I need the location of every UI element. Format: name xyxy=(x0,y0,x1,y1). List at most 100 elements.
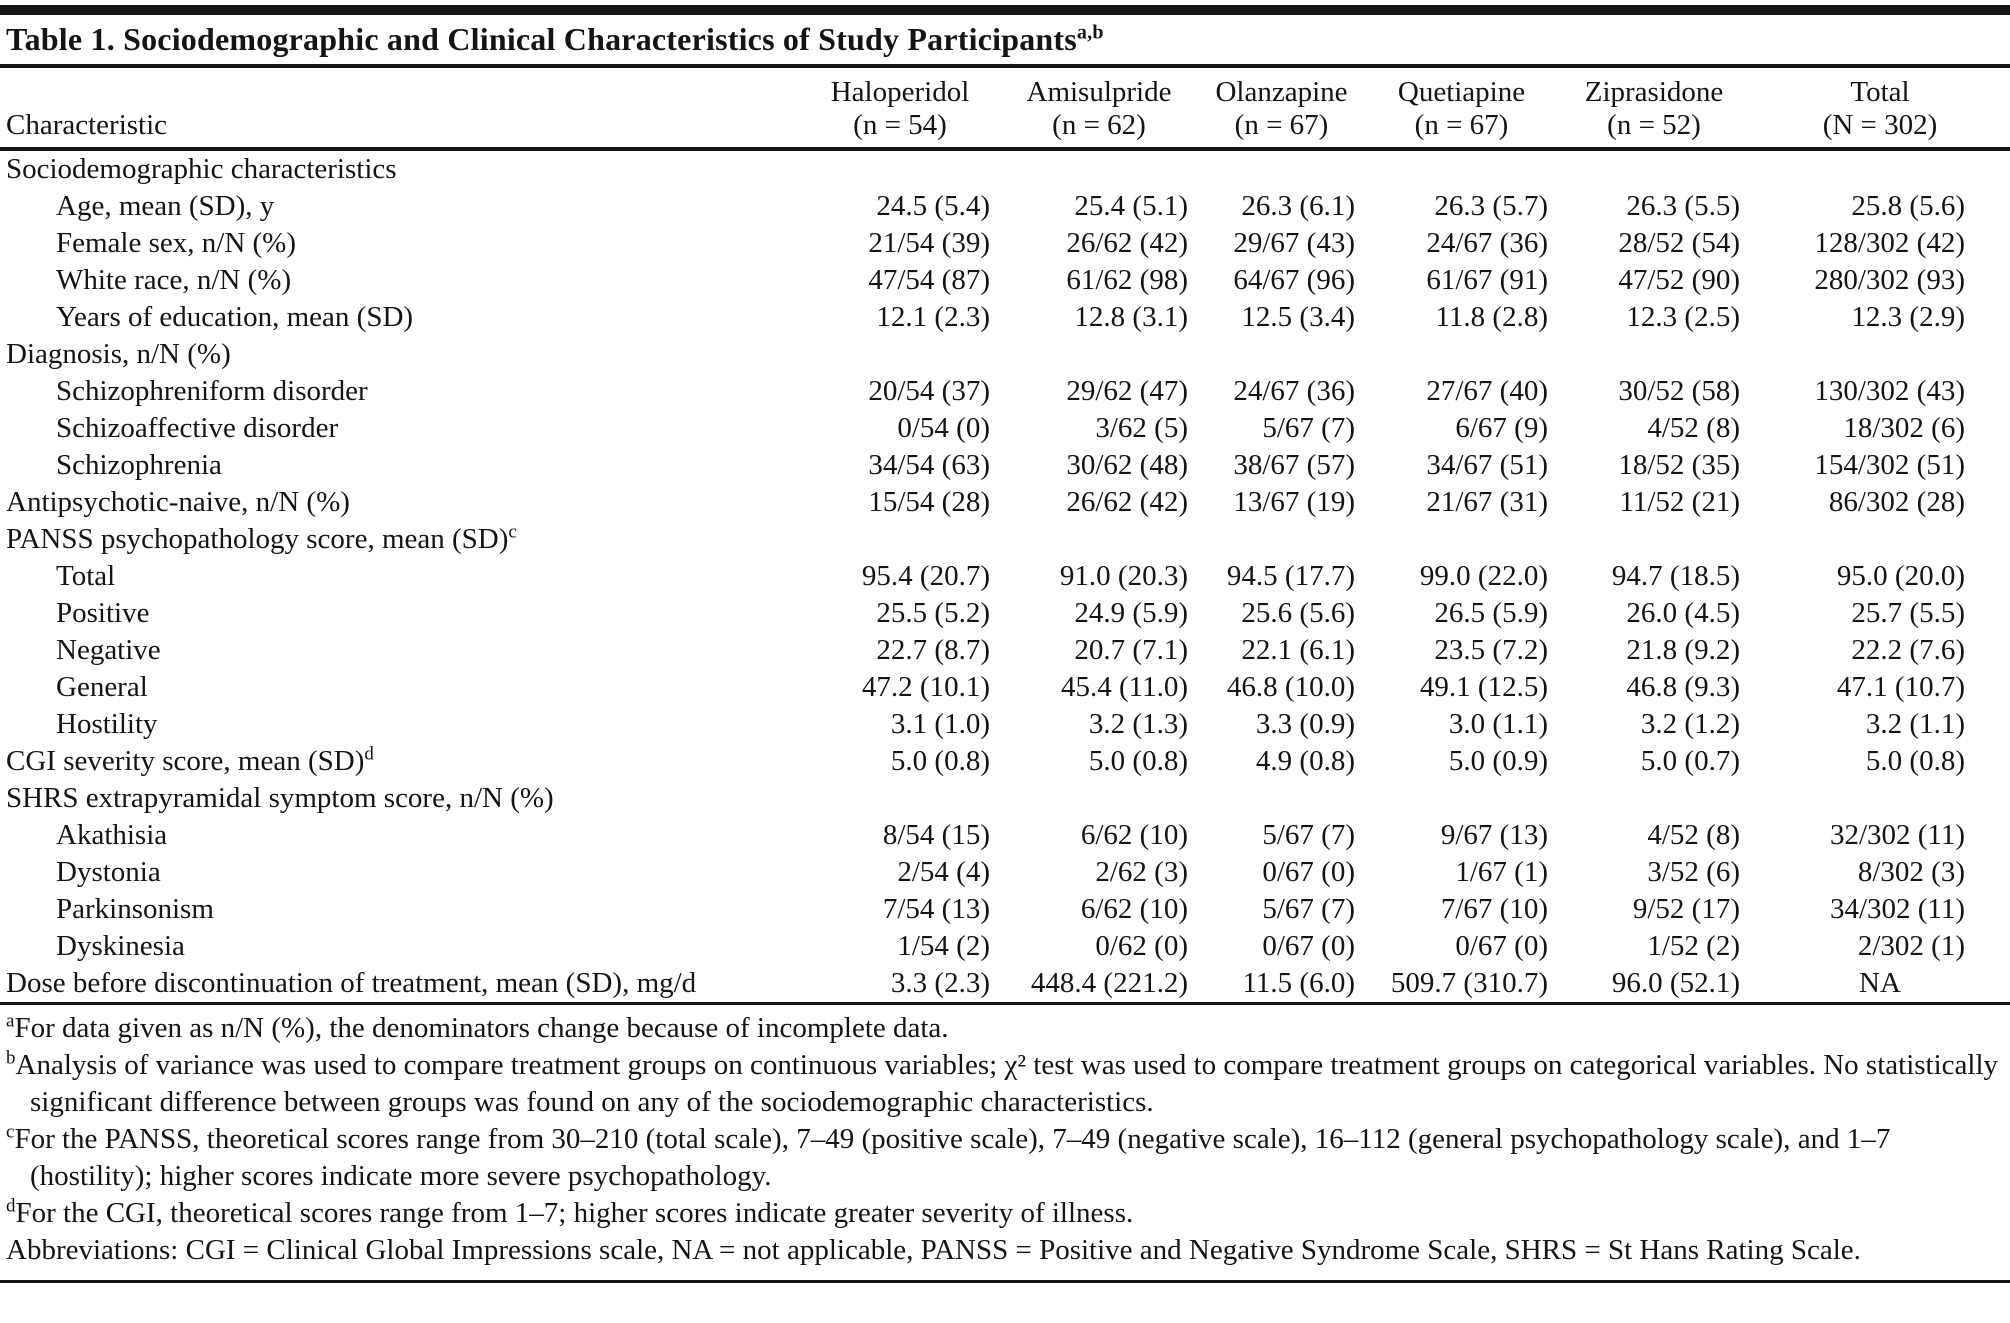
value-cell xyxy=(1750,521,2010,558)
value-cell: 26/62 (42) xyxy=(1066,227,1188,259)
value-cell: 11.5 (6.0) xyxy=(1242,967,1356,999)
table-row: Age, mean (SD), y 24.5 (5.4) 25.4 (5.1) 26.… xyxy=(0,188,2010,225)
group-size: (n = 54) xyxy=(853,109,947,141)
footnote: bAnalysis of variance was used to compar… xyxy=(6,1047,1999,1118)
value-cell: 47.2 (10.1) xyxy=(861,671,990,703)
table-row: Negative 22.7 (8.7) 20.7 (7.1) 22.1 (6.1) 23… xyxy=(0,632,2010,669)
row-label: Parkinsonism xyxy=(56,893,214,925)
value-cell: 34/54 (63) xyxy=(868,449,990,481)
value-cell: 32/302 (11) xyxy=(1829,819,1965,851)
value-cell: 0/67 (0) xyxy=(1455,930,1548,962)
row-label: Age, mean (SD), y xyxy=(56,190,275,222)
value-cell: 26.0 (4.5) xyxy=(1626,597,1740,629)
row-label: General xyxy=(56,671,148,703)
value-cell: 11/52 (21) xyxy=(1619,486,1740,518)
value-cell: 24/67 (36) xyxy=(1233,375,1355,407)
value-cell: 5/67 (7) xyxy=(1262,412,1355,444)
footnote-marker: d xyxy=(364,743,374,765)
value-cell: 61/67 (91) xyxy=(1426,264,1548,296)
drug-column-header: Olanzapine (n = 67) xyxy=(1198,68,1365,151)
value-cell: 47/52 (90) xyxy=(1618,264,1740,296)
table-row: White race, n/N (%) 47/54 (87) 61/62 (98) 6… xyxy=(0,262,2010,299)
value-cell: 12.3 (2.9) xyxy=(1851,301,1965,333)
value-cell xyxy=(1365,336,1558,373)
value-cell xyxy=(1000,336,1198,373)
row-label: Total xyxy=(56,560,116,592)
section-row: Sociodemographic characteristics xyxy=(0,149,2010,188)
value-cell xyxy=(1558,149,1750,188)
value-cell: 6/67 (9) xyxy=(1455,412,1548,444)
value-cell: 95.0 (20.0) xyxy=(1836,560,1965,592)
value-cell xyxy=(1558,521,1750,558)
value-cell: 99.0 (22.0) xyxy=(1419,560,1548,592)
value-cell: 25.5 (5.2) xyxy=(876,597,990,629)
value-cell: 95.4 (20.7) xyxy=(861,560,990,592)
value-cell: 21/54 (39) xyxy=(868,227,990,259)
value-cell xyxy=(1000,780,1198,817)
value-cell: 9/67 (13) xyxy=(1440,819,1548,851)
value-cell: 47/54 (87) xyxy=(868,264,990,296)
value-cell: 5.0 (0.9) xyxy=(1448,745,1548,777)
value-cell: 18/52 (35) xyxy=(1618,449,1740,481)
row-label: Positive xyxy=(56,597,150,629)
value-cell: 25.4 (5.1) xyxy=(1074,190,1188,222)
table-row: Dyskinesia 1/54 (2) 0/62 (0) 0/67 (0) 0/67 (… xyxy=(0,928,2010,965)
row-label: Akathisia xyxy=(56,819,168,851)
footnote: aFor data given as n/N (%), the denomina… xyxy=(6,1010,949,1044)
footnote: Abbreviations: CGI = Clinical Global Imp… xyxy=(6,1234,1861,1266)
footnotes: aFor data given as n/N (%), the denomina… xyxy=(0,1005,2010,1277)
value-cell: 448.4 (221.2) xyxy=(1030,967,1188,999)
footnote-marker: a xyxy=(6,1010,15,1032)
group-size: (n = 67) xyxy=(1414,109,1509,141)
value-cell: 128/302 (42) xyxy=(1814,227,1965,259)
value-cell: 1/54 (2) xyxy=(897,930,990,962)
value-cell: 26.5 (5.9) xyxy=(1434,597,1548,629)
table-row: Dose before discontinuation of treatment… xyxy=(0,965,2010,1004)
table-row: CGI severity score, mean (SD)d 5.0 (0.8) 5… xyxy=(0,743,2010,780)
row-label: SHRS extrapyramidal symptom score, n/N (… xyxy=(6,782,554,814)
table-row: Schizoaffective disorder 0/54 (0) 3/62 (5)… xyxy=(0,410,2010,447)
table-title-footnote-marker: a,b xyxy=(1076,21,1104,44)
value-cell: 5.0 (0.7) xyxy=(1640,745,1740,777)
table-row: Akathisia 8/54 (15) 6/62 (10) 5/67 (7) 9/67 … xyxy=(0,817,2010,854)
value-cell: 12.5 (3.4) xyxy=(1241,301,1355,333)
row-label: Sociodemographic characteristics xyxy=(6,153,397,185)
value-cell: 91.0 (20.3) xyxy=(1059,560,1188,592)
drug-column-header: Total (N = 302) xyxy=(1750,68,2010,151)
value-cell: 94.7 (18.5) xyxy=(1611,560,1740,592)
table-row: Years of education, mean (SD) 12.1 (2.3) 1… xyxy=(0,299,2010,336)
row-label: Hostility xyxy=(56,708,158,740)
value-cell: NA xyxy=(1859,967,1901,999)
drug-column-header: Haloperidol (n = 54) xyxy=(800,68,1000,151)
value-cell: 4/52 (8) xyxy=(1647,412,1740,444)
value-cell: 94.5 (17.7) xyxy=(1226,560,1355,592)
value-cell: 3.2 (1.3) xyxy=(1088,708,1188,740)
row-label: Schizoaffective disorder xyxy=(56,412,339,444)
characteristic-column-header: Characteristic xyxy=(0,68,800,151)
value-cell: 46.8 (10.0) xyxy=(1226,671,1355,703)
section-row: PANSS psychopathology score, mean (SD)c xyxy=(0,521,2010,558)
footnote: cFor the PANSS, theoretical scores range… xyxy=(6,1121,1891,1192)
table-row: Parkinsonism 7/54 (13) 6/62 (10) 5/67 (7) 7/… xyxy=(0,891,2010,928)
drug-column-header: Amisulpride (n = 62) xyxy=(1000,68,1198,151)
drug-name: Ziprasidone xyxy=(1584,76,1724,108)
table-row: Dystonia 2/54 (4) 2/62 (3) 0/67 (0) 1/67 (1)… xyxy=(0,854,2010,891)
value-cell xyxy=(1750,780,2010,817)
value-cell: 0/62 (0) xyxy=(1095,930,1188,962)
drug-name: Total xyxy=(1850,76,1910,108)
value-cell: 8/54 (15) xyxy=(882,819,990,851)
value-cell: 9/52 (17) xyxy=(1632,893,1740,925)
value-cell: 38/67 (57) xyxy=(1233,449,1355,481)
value-cell: 280/302 (93) xyxy=(1814,264,1965,296)
value-cell: 21.8 (9.2) xyxy=(1626,634,1740,666)
value-cell: 4/52 (8) xyxy=(1647,819,1740,851)
row-label: Female sex, n/N (%) xyxy=(56,227,296,259)
value-cell: 7/54 (13) xyxy=(882,893,990,925)
value-cell: 29/62 (47) xyxy=(1066,375,1188,407)
row-label: Dyskinesia xyxy=(56,930,185,962)
row-label: Schizophrenia xyxy=(56,449,222,481)
value-cell: 26.3 (5.5) xyxy=(1626,190,1740,222)
section-row: SHRS extrapyramidal symptom score, n/N (… xyxy=(0,780,2010,817)
value-cell xyxy=(1750,336,2010,373)
value-cell: 23.5 (7.2) xyxy=(1434,634,1548,666)
